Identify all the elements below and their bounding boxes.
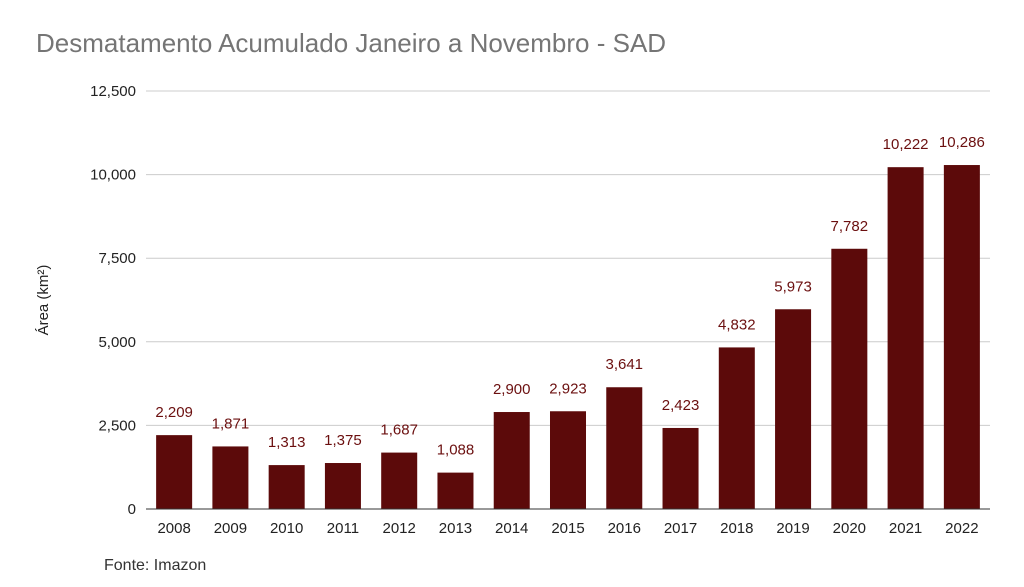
bar-2014 bbox=[493, 412, 530, 509]
data-label-2010: 1,313 bbox=[268, 434, 306, 451]
bars bbox=[156, 165, 980, 510]
data-label-2017: 2,423 bbox=[662, 397, 700, 414]
y-tick-label: 7,500 bbox=[98, 250, 136, 267]
bar-2013 bbox=[437, 472, 474, 509]
x-tick-label: 2008 bbox=[157, 520, 190, 537]
bar-2010 bbox=[268, 465, 305, 509]
x-tick-label: 2018 bbox=[720, 520, 753, 537]
bar-2018 bbox=[718, 347, 755, 509]
x-tick-label: 2015 bbox=[551, 520, 584, 537]
data-label-2018: 4,832 bbox=[718, 316, 756, 333]
x-tick-label: 2016 bbox=[608, 520, 641, 537]
x-tick-label: 2013 bbox=[439, 520, 472, 537]
x-tick-label: 2011 bbox=[327, 520, 359, 537]
data-label-2019: 5,973 bbox=[774, 278, 812, 295]
x-tick-label: 2017 bbox=[664, 520, 697, 537]
chart-title: Desmatamento Acumulado Janeiro a Novembr… bbox=[36, 28, 667, 58]
x-tick-label: 2014 bbox=[495, 520, 528, 537]
data-label-2016: 3,641 bbox=[605, 356, 643, 373]
data-label-2012: 1,687 bbox=[380, 422, 418, 439]
y-tick-label: 2,500 bbox=[98, 417, 136, 434]
x-tick-label: 2009 bbox=[214, 520, 247, 537]
x-tick-label: 2022 bbox=[945, 520, 978, 537]
y-axis-ticks: 0 2,500 5,000 7,500 10,000 12,500 bbox=[90, 83, 136, 518]
x-tick-label: 2019 bbox=[776, 520, 809, 537]
data-label-2008: 2,209 bbox=[155, 404, 193, 421]
data-label-2014: 2,900 bbox=[493, 381, 531, 398]
bar-2011 bbox=[324, 463, 361, 509]
x-tick-label: 2012 bbox=[383, 520, 416, 537]
bar-2022 bbox=[943, 165, 980, 509]
x-tick-label: 2021 bbox=[889, 520, 922, 537]
bar-2009 bbox=[212, 446, 249, 509]
x-tick-label: 2020 bbox=[833, 520, 866, 537]
y-axis-title: Área (km²) bbox=[35, 265, 52, 336]
data-labels: 2,209 1,871 1,313 1,375 1,687 1,088 2,900 2,923… bbox=[155, 134, 984, 459]
bar-2008 bbox=[156, 435, 193, 509]
data-label-2013: 1,088 bbox=[437, 442, 475, 459]
source-note: Fonte: Imazon bbox=[104, 557, 207, 574]
data-label-2011: 1,375 bbox=[324, 432, 362, 449]
y-tick-label: 5,000 bbox=[98, 334, 136, 351]
data-label-2020: 7,782 bbox=[831, 218, 869, 235]
y-tick-label: 10,000 bbox=[90, 167, 136, 184]
x-axis-ticks: 2008 2009 2010 2011 2012 2013 2014 2015 2016 2017… bbox=[157, 520, 978, 537]
data-label-2022: 10,286 bbox=[939, 134, 985, 151]
x-tick-label: 2010 bbox=[270, 520, 303, 537]
bar-2012 bbox=[381, 452, 418, 509]
data-label-2021: 10,222 bbox=[883, 136, 929, 153]
bar-2016 bbox=[606, 387, 643, 509]
bar-2017 bbox=[662, 427, 699, 509]
bar-2020 bbox=[831, 248, 868, 510]
y-tick-label: 12,500 bbox=[90, 83, 136, 100]
y-tick-label: 0 bbox=[128, 501, 136, 518]
bar-2021 bbox=[887, 167, 924, 509]
data-label-2015: 2,923 bbox=[549, 380, 587, 397]
bar-2019 bbox=[775, 309, 812, 509]
data-label-2009: 1,871 bbox=[212, 415, 250, 432]
bar-2015 bbox=[549, 411, 587, 509]
